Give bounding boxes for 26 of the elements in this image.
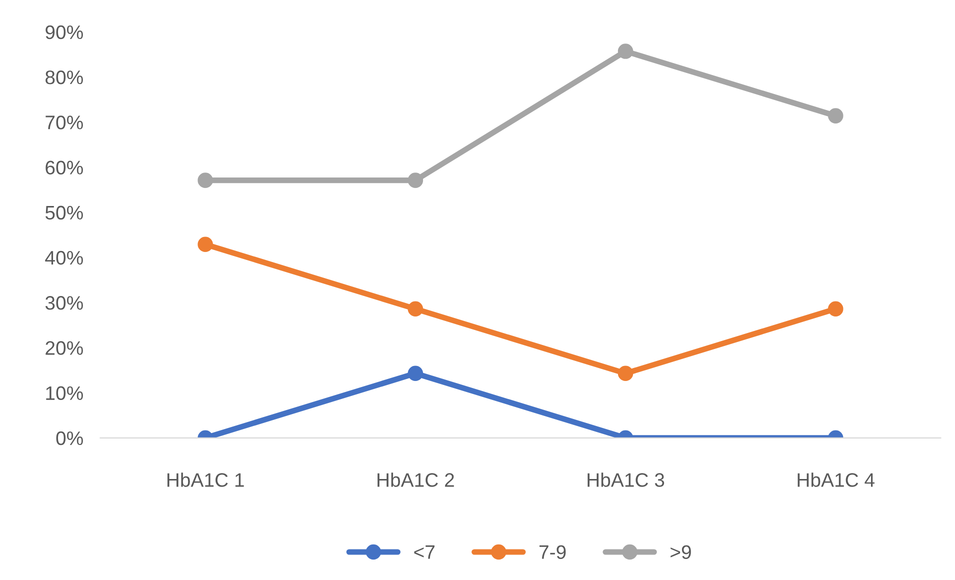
point — [828, 301, 844, 317]
x-tick-label: HbA1C 3 — [588, 472, 664, 487]
point — [408, 301, 424, 317]
y-tick-label: 70% — [46, 116, 83, 130]
point — [828, 108, 844, 124]
y-tick-label: 20% — [46, 341, 83, 355]
point — [408, 366, 424, 382]
y-tick-label: 10% — [46, 386, 83, 400]
y-tick-label: 60% — [46, 160, 83, 174]
point — [198, 236, 213, 252]
y-tick-label: 40% — [45, 250, 83, 265]
y-tick-label: 30% — [45, 296, 83, 310]
y-tick-label: 90% — [46, 25, 83, 40]
point — [618, 44, 634, 59]
point — [198, 172, 213, 188]
point — [618, 366, 634, 382]
x-tick-label: HbA1C 1 — [167, 472, 244, 487]
x-tick-label: HbA1C 2 — [378, 472, 454, 487]
point — [408, 172, 424, 188]
legend-label: <7 — [414, 545, 434, 559]
y-tick-label: 80% — [46, 70, 83, 84]
y-tick-label: 0% — [56, 431, 83, 446]
legend-label: >9 — [670, 545, 691, 560]
legend-label: 7-9 — [540, 545, 566, 560]
x-tick-label: HbA1C 4 — [798, 472, 875, 487]
y-tick-label: 50% — [45, 206, 83, 220]
